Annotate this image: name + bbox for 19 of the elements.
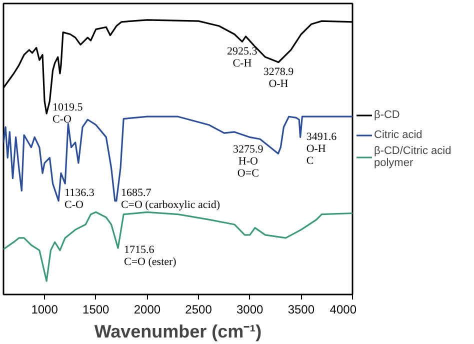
annotation: 2925.3 C-H xyxy=(227,46,258,70)
x-tick-label: 2500 xyxy=(185,302,212,316)
x-tick-label: 1000 xyxy=(31,302,58,316)
annotation: 3491.6 O-H C xyxy=(306,131,338,168)
x-tick-label: 3500 xyxy=(288,302,315,316)
annotation: 3278.9 O-H xyxy=(263,66,294,90)
legend-label: Citric acid xyxy=(374,129,422,141)
annotation: 1136.3 C-O xyxy=(64,186,95,211)
x-axis-title: Wavenumber (cm⁻¹) xyxy=(94,322,262,342)
x-tick-label: 4000 xyxy=(330,302,357,316)
legend-label: β-CD xyxy=(374,109,400,121)
legend-label: β-CD/Citric acid polymer xyxy=(374,145,452,169)
annotation: 1685.7 C=O (carboxylic acid) xyxy=(120,186,220,211)
x-tick-label: 3000 xyxy=(236,302,264,316)
annotation: 1019.5 C-O xyxy=(52,102,84,126)
annotation: 1715.6 C=O (ester) xyxy=(124,244,177,268)
annotation: 3275.9 H-O O=C xyxy=(233,144,264,180)
x-tick-label: 1500 xyxy=(82,302,110,316)
x-tick-label: 2000 xyxy=(134,302,161,316)
